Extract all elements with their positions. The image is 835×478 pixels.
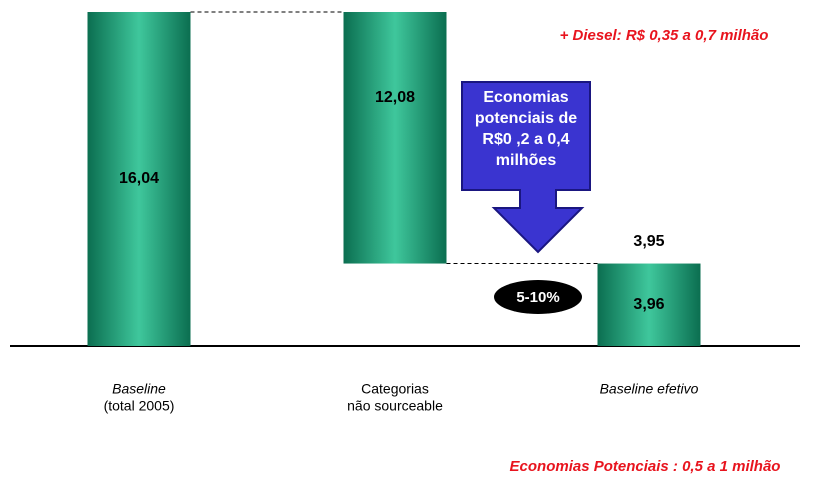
diesel-note: + Diesel: R$ 0,35 a 0,7 milhão xyxy=(560,27,769,44)
range-badge xyxy=(494,280,582,314)
callout-line: R$0 ,2 a 0,4 xyxy=(482,131,569,148)
callout xyxy=(461,81,591,254)
x-tick-label: Baseline xyxy=(112,381,166,397)
x-tick-label: Categorias xyxy=(361,381,429,397)
callout-arrow xyxy=(461,81,591,254)
value-label: 12,08 xyxy=(375,89,415,106)
annotation: 3,95 xyxy=(633,233,664,250)
callout-line: Economias xyxy=(483,89,568,106)
x-tick-label: (total 2005) xyxy=(104,398,175,414)
range-label: 5-10% xyxy=(516,289,559,306)
value-label: 3,96 xyxy=(633,296,664,313)
value-label: 16,04 xyxy=(119,170,159,187)
bar xyxy=(87,12,191,346)
callout-line: potenciais de xyxy=(475,110,577,127)
callout-line: milhões xyxy=(496,152,557,169)
bar xyxy=(597,263,701,346)
x-tick-label: não sourceable xyxy=(347,398,443,414)
bar xyxy=(343,12,447,264)
footer-note: Economias Potenciais : 0,5 a 1 milhão xyxy=(510,458,781,475)
x-tick-label: Baseline efetivo xyxy=(600,381,699,397)
